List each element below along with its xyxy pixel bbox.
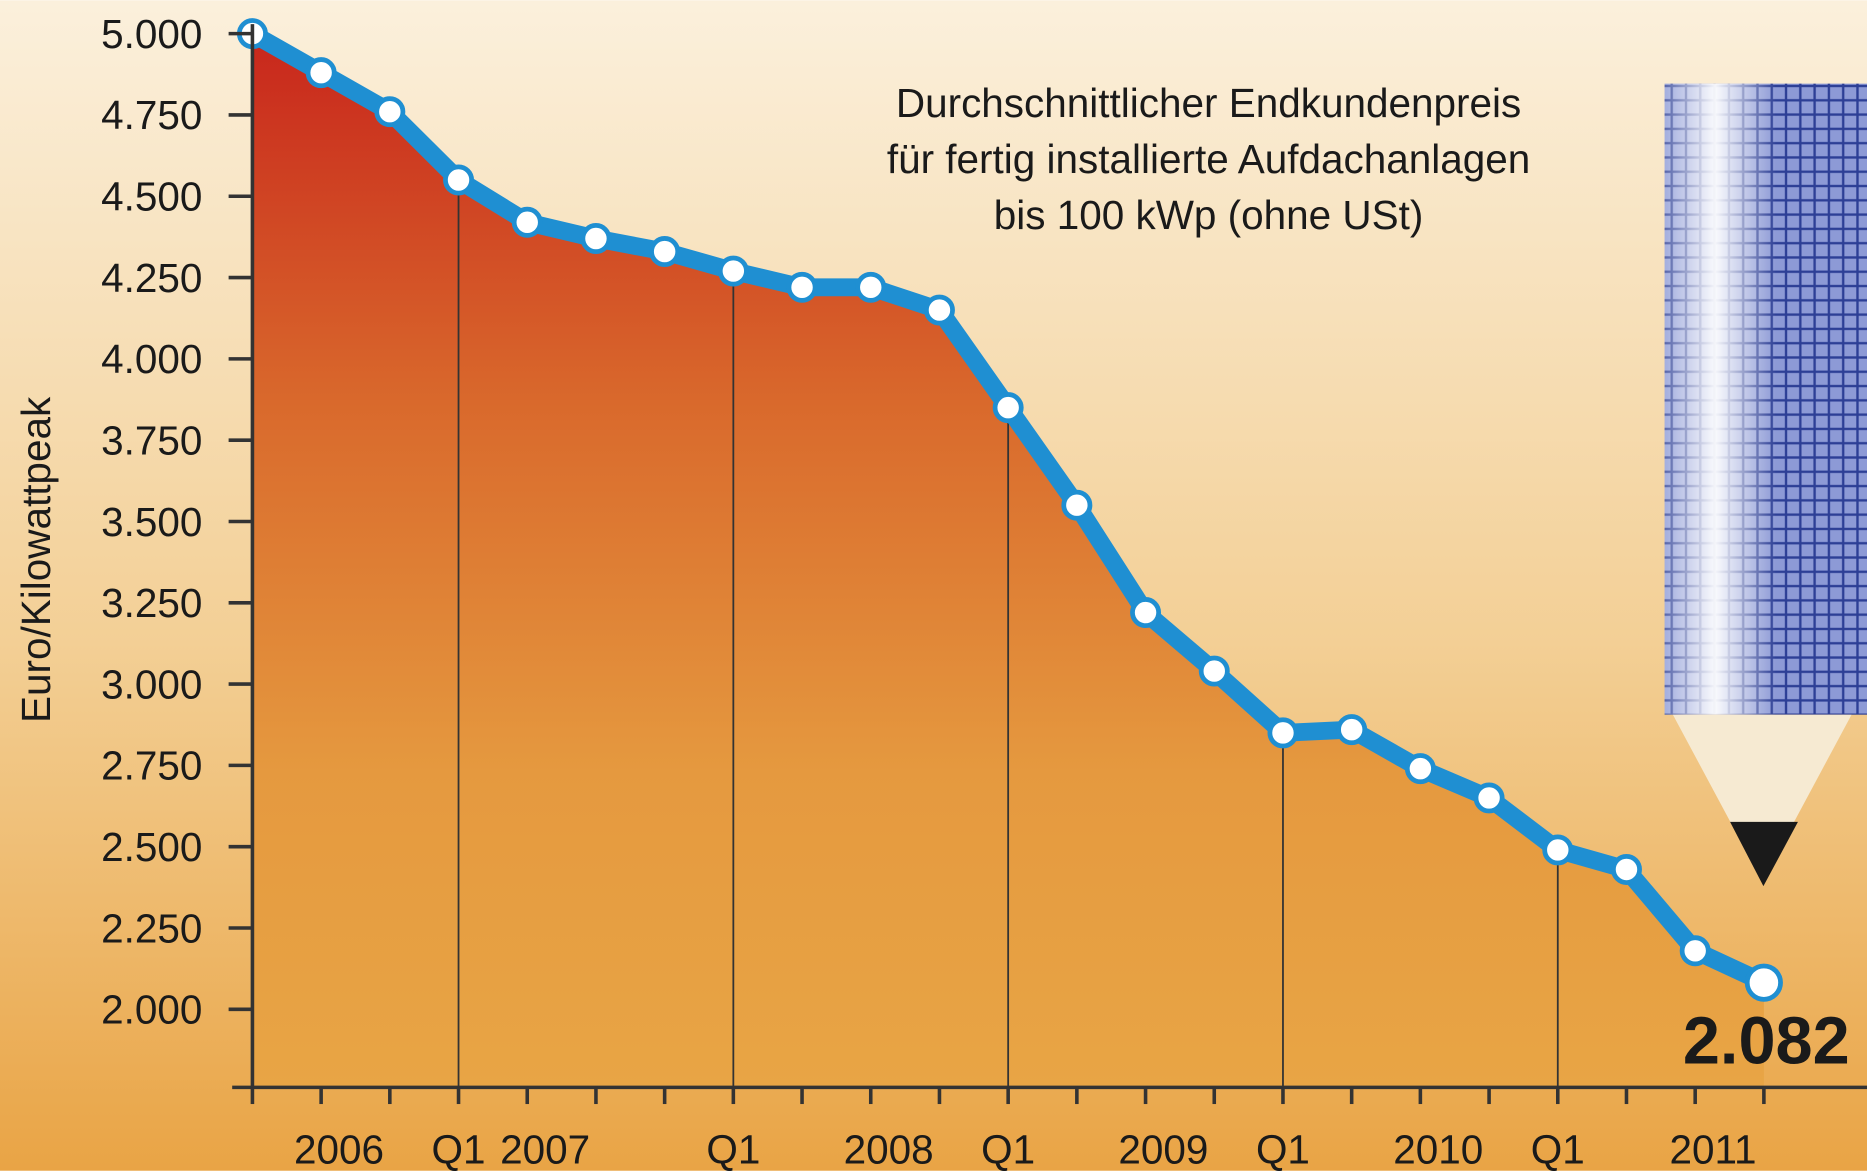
y-tick-label: 2.000: [101, 987, 202, 1033]
marker: [923, 294, 955, 326]
chart-title: bis 100 kWp (ohne USt): [994, 192, 1424, 238]
marker: [649, 236, 681, 268]
x-tick-label: Q1: [706, 1127, 760, 1171]
x-tick-label: 2008: [844, 1127, 934, 1171]
marker: [580, 223, 612, 255]
marker: [374, 96, 406, 128]
data-label: 2.082: [1683, 1005, 1850, 1079]
y-tick-label: 3.000: [101, 661, 202, 707]
x-tick-label: Q1: [1531, 1127, 1585, 1171]
marker: [1404, 753, 1436, 785]
marker: [1744, 963, 1783, 1002]
marker: [1267, 717, 1299, 749]
y-tick-label: 4.000: [101, 336, 202, 382]
y-tick-label: 3.500: [101, 499, 202, 545]
chart-title: Durchschnittlicher Endkundenpreis: [896, 80, 1521, 126]
marker: [443, 164, 475, 196]
y-tick-label: 4.500: [101, 174, 202, 220]
marker: [1679, 935, 1711, 967]
marker: [1198, 655, 1230, 687]
marker: [992, 392, 1024, 424]
x-tick-label: Q1: [981, 1127, 1035, 1171]
x-tick-label: Q1: [432, 1127, 486, 1171]
x-tick-label: 2011: [1670, 1127, 1757, 1171]
y-tick-label: 5.000: [101, 11, 202, 57]
y-tick-label: 2.500: [101, 824, 202, 870]
marker: [786, 271, 818, 303]
y-tick-label: 4.750: [101, 92, 202, 138]
y-tick-label: 2.250: [101, 905, 202, 951]
x-tick-label: 2006: [294, 1127, 384, 1171]
marker: [717, 255, 749, 287]
marker: [855, 271, 887, 303]
y-tick-label: 2.750: [101, 743, 202, 789]
y-tick-label: 3.750: [101, 417, 202, 463]
x-tick-label: 2009: [1118, 1127, 1208, 1171]
marker: [1336, 714, 1368, 746]
x-tick-label: 2007: [500, 1127, 590, 1171]
marker: [1061, 489, 1093, 521]
marker: [1473, 782, 1505, 814]
marker: [305, 57, 337, 89]
y-tick-label: 4.250: [101, 255, 202, 301]
marker: [1130, 597, 1162, 629]
marker: [1542, 834, 1574, 866]
pencil: [1664, 83, 1867, 887]
x-tick-label: Q1: [1256, 1127, 1310, 1171]
marker: [511, 206, 543, 238]
marker: [1611, 853, 1642, 885]
x-tick-label: 2010: [1393, 1127, 1483, 1171]
y-axis-label: Euro/Kilowattpeak: [13, 396, 59, 723]
chart-title: für fertig installierte Aufdachanlagen: [887, 136, 1530, 182]
y-tick-label: 3.250: [101, 580, 202, 626]
